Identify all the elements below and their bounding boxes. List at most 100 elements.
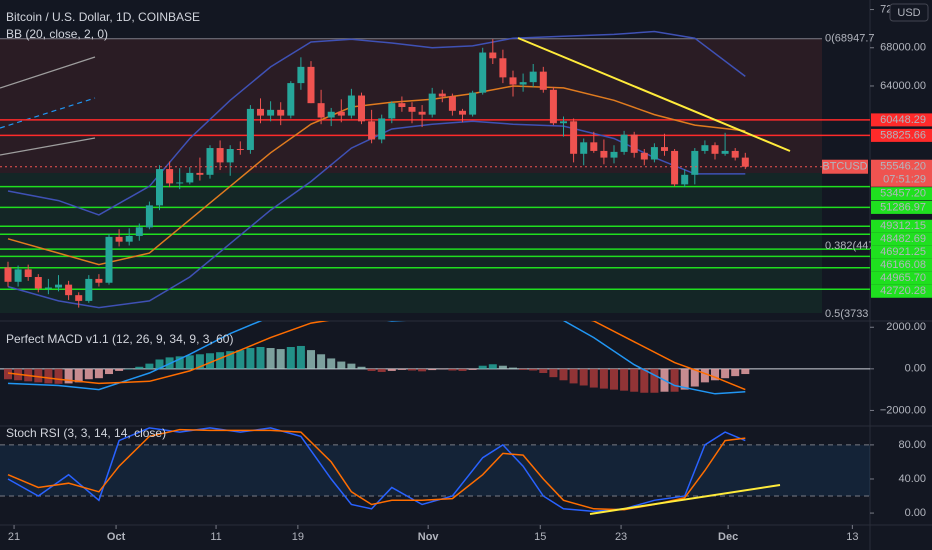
- histogram-bar: [690, 368, 699, 387]
- histogram-bar: [680, 368, 689, 390]
- y-tick-label: 64000.00: [880, 80, 926, 92]
- symbol-box: [822, 159, 868, 174]
- candle-body: [408, 106, 416, 112]
- fib-label: 0.5(3733: [825, 308, 868, 320]
- histogram-bar: [519, 368, 528, 370]
- level-box: [871, 113, 932, 127]
- candle-body: [529, 71, 537, 83]
- y-tick-label: 2000.00: [886, 321, 926, 333]
- level-label: 44965.70: [880, 272, 926, 284]
- histogram-bar: [135, 366, 144, 369]
- candle-body: [570, 121, 578, 154]
- histogram-bar: [498, 365, 507, 369]
- y-tick-label: 68000.00: [880, 42, 926, 54]
- candle-body: [166, 169, 174, 184]
- level-label: 49312.15: [880, 220, 926, 232]
- drawing-line: [0, 56, 96, 89]
- histogram-bar: [549, 368, 558, 378]
- currency-button[interactable]: [889, 3, 929, 22]
- histogram-bar: [195, 354, 204, 369]
- histogram-bar: [145, 363, 154, 369]
- histogram-bar: [125, 368, 134, 370]
- candle-body: [358, 95, 365, 122]
- x-tick-label: Nov: [418, 531, 440, 543]
- candle-body: [226, 149, 234, 163]
- histogram-bar: [327, 358, 336, 369]
- histogram-bar: [569, 368, 578, 384]
- candle-body: [4, 267, 12, 282]
- level-box: [871, 200, 932, 214]
- histogram-bar: [54, 368, 63, 384]
- histogram-bar: [630, 368, 639, 392]
- level-box: [871, 128, 932, 142]
- candle-body: [469, 92, 477, 115]
- level-label: 46921.25: [880, 246, 926, 258]
- level-label: 60448.29: [880, 114, 926, 126]
- histogram-bar: [276, 349, 285, 369]
- histogram-bar: [307, 350, 315, 369]
- histogram-bar: [286, 347, 295, 369]
- candle-body: [610, 151, 618, 158]
- histogram-bar: [418, 368, 427, 372]
- x-tick-label: Dec: [718, 531, 738, 543]
- histogram-bar: [206, 353, 214, 369]
- histogram-bar: [236, 350, 245, 369]
- histogram-bar: [478, 365, 487, 369]
- level-box: [871, 219, 932, 233]
- fib-zone-upper: [0, 38, 822, 173]
- x-tick-label: 15: [534, 531, 546, 543]
- candle-body: [347, 95, 355, 116]
- histogram-bar: [185, 355, 194, 369]
- candle-body: [691, 150, 699, 175]
- indicator-line: [7, 427, 746, 513]
- indicator-line: [7, 85, 746, 266]
- candle-body: [287, 83, 295, 116]
- candle-body: [438, 93, 446, 97]
- candle-body: [196, 172, 204, 175]
- currency-label[interactable]: USD: [897, 7, 920, 19]
- candle-body: [186, 172, 194, 183]
- histogram-bar: [266, 348, 275, 369]
- x-tick-label: 11: [210, 531, 221, 543]
- histogram-bar: [488, 364, 497, 369]
- histogram-bar: [367, 368, 376, 371]
- histogram-bar: [468, 368, 477, 370]
- fib-label: 0.382(447: [825, 240, 875, 252]
- candle-body: [236, 149, 244, 151]
- indicator-line: [7, 30, 746, 216]
- histogram-bar: [731, 368, 740, 377]
- candle-body: [317, 103, 325, 118]
- histogram-bar: [529, 368, 538, 371]
- histogram-bar: [610, 368, 618, 390]
- indicator-line: [7, 321, 746, 395]
- candle-body: [701, 145, 709, 151]
- candle-body: [24, 269, 32, 278]
- candle-body: [731, 150, 739, 158]
- histogram-bar: [155, 359, 164, 369]
- candle-body: [105, 236, 113, 283]
- candle-body: [297, 66, 305, 84]
- histogram-bar: [4, 368, 12, 380]
- histogram-bar: [458, 368, 467, 371]
- histogram-bar: [317, 354, 326, 369]
- level-box: [871, 245, 932, 259]
- pane-title: Bitcoin / U.S. Dollar, 1D, COINBASE: [6, 10, 200, 24]
- candle-body: [479, 52, 487, 93]
- macd-pane: [0, 321, 870, 395]
- candle-body: [671, 150, 679, 185]
- histogram-bar: [216, 352, 225, 369]
- level-label: 58825.66: [880, 129, 926, 141]
- candle-body: [216, 148, 224, 163]
- last-price-label: 55546.20: [880, 161, 926, 173]
- y-tick-label: 0.00: [905, 363, 926, 375]
- histogram-bar: [640, 368, 649, 393]
- histogram-bar: [408, 368, 416, 371]
- level-label: 48482.69: [880, 233, 926, 245]
- trend-line: [589, 484, 781, 515]
- candle-body: [156, 169, 163, 206]
- level-label: 51286.97: [880, 201, 926, 213]
- candle-body: [398, 103, 406, 107]
- histogram-bar: [599, 368, 608, 389]
- pane-title: Stoch RSI (3, 3, 14, 14, close): [6, 426, 166, 440]
- pane-title: Perfect MACD v1.1 (12, 26, 9, 34, 9, 3, …: [6, 332, 233, 346]
